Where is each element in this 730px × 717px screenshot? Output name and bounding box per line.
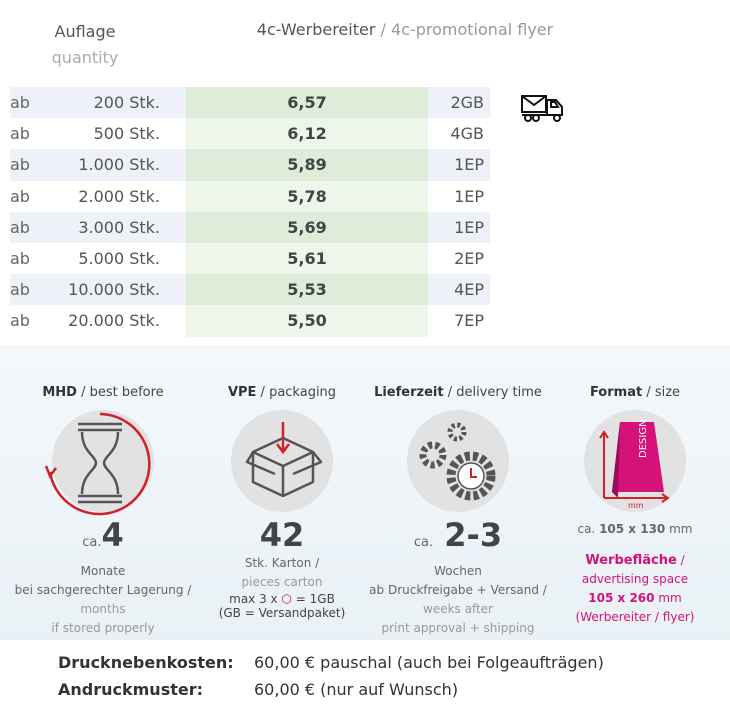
vpe-column: VPE / packaging 42 Stk. Karton / pieces … xyxy=(192,383,372,620)
cell-price: 5,78 xyxy=(186,180,428,212)
cell-unit: 2EP xyxy=(454,249,484,269)
svg-text:mm: mm xyxy=(628,501,644,510)
cell-unit: 1EP xyxy=(454,186,484,206)
mhd-unit-en: months xyxy=(80,602,126,616)
vpe-unit-en: pieces carton xyxy=(241,575,323,589)
mhd-value: 4 xyxy=(101,516,124,554)
cell-qty: 1.000 Stk. xyxy=(50,149,186,181)
cell-unit: 4EP xyxy=(428,274,490,306)
cell-unit: 1EP xyxy=(428,149,490,181)
cell-price: 5,69 xyxy=(186,211,428,243)
delivery-column: Lieferzeit / delivery time ca. 2-3 Woche… xyxy=(368,383,548,638)
flyer-format-icon: DESIGN mm xyxy=(584,410,686,512)
delivery-unit-en: weeks after xyxy=(423,602,493,616)
cell-unit: 2GB xyxy=(428,87,490,119)
cell-ab: ab xyxy=(10,149,50,181)
svg-text:DESIGN: DESIGN xyxy=(638,419,649,458)
vpe-value: 42 xyxy=(259,516,305,554)
delivery-note: ab Druckfreigabe + Versand / xyxy=(369,583,547,597)
table-row: ab 200 Stk. 6,57 2GB xyxy=(10,87,490,119)
delivery-unit: Wochen xyxy=(434,564,482,578)
cell-qty: 3.000 Stk. xyxy=(50,211,186,243)
adv-space-label-en: advertising space xyxy=(581,572,689,586)
format-size: ca. 105 x 130 mm xyxy=(577,522,693,536)
cell-ab: ab xyxy=(10,249,30,269)
table-row: ab 1.000 Stk. 5,89 1EP xyxy=(10,149,490,181)
title-de: 4c-Werbereiter xyxy=(256,20,376,39)
hourglass-icon xyxy=(44,410,154,516)
box-icon xyxy=(231,410,333,512)
cell-price: 5,53 xyxy=(186,274,428,306)
adv-space-note: (Werbereiter / flyer) xyxy=(575,610,695,624)
cell-qty: 2.000 Stk. xyxy=(78,186,160,206)
mhd-heading: MHD / best before xyxy=(42,385,164,400)
adv-space-label: Werbefläche xyxy=(585,553,677,568)
mhd-column: MHD / best before ca.4 Monate bei sachge… xyxy=(13,383,193,638)
cell-ab: ab xyxy=(10,311,30,331)
cell-unit: 4GB xyxy=(450,124,484,144)
cell-ab: ab xyxy=(10,186,30,206)
gears-clock-icon xyxy=(407,410,509,512)
mhd-unit: Monate xyxy=(80,564,126,578)
title-sep: / xyxy=(375,20,391,39)
footer-line-print-costs: Drucknebenkosten: 60,00 € pauschal (auch … xyxy=(58,653,604,672)
vpe-heading: VPE / packaging xyxy=(227,385,337,400)
cell-ab: ab xyxy=(10,211,50,243)
table-row: ab 10.000 Stk. 5,53 4EP xyxy=(10,274,490,306)
quantity-header-de: Auflage xyxy=(54,22,116,41)
cell-unit: 1EP xyxy=(428,211,490,243)
footer-line-proof: Andruckmuster: 60,00 € (nur auf Wunsch) xyxy=(58,680,459,699)
mhd-note-en: if stored properly xyxy=(51,621,155,635)
cell-qty: 500 Stk. xyxy=(93,124,160,144)
format-column: Format / size DESIGN mm ca. 105 x 130 mm … xyxy=(545,383,725,627)
delivery-heading: Lieferzeit / delivery time xyxy=(374,385,542,400)
format-heading: Format / size xyxy=(589,385,681,400)
mhd-note: bei sachgerechter Lagerung / xyxy=(14,583,192,597)
delivery-note-en: print approval + shipping xyxy=(381,621,535,635)
mail-truck-icon xyxy=(520,92,570,128)
table-row: ab 20.000 Stk. 5,50 7EP xyxy=(10,305,490,337)
delivery-value: 2-3 xyxy=(444,516,503,554)
cell-price: 5,50 xyxy=(186,305,428,337)
cell-price: 6,12 xyxy=(186,118,428,150)
cell-qty: 5.000 Stk. xyxy=(78,249,160,269)
adv-space-size: 105 x 260 mm xyxy=(588,591,682,605)
product-title: 4c-Werbereiter / 4c-promotional flyer xyxy=(180,20,630,39)
cell-price: 5,89 xyxy=(186,149,428,181)
cell-qty: 10.000 Stk. xyxy=(50,274,186,306)
cell-unit: 7EP xyxy=(454,311,484,331)
cell-price: 5,61 xyxy=(186,242,428,275)
table-row: ab 2.000 Stk. 5,78 1EP xyxy=(10,180,490,212)
cell-price: 6,57 xyxy=(186,87,428,119)
cell-ab: ab xyxy=(10,87,50,119)
table-row: ab 3.000 Stk. 5,69 1EP xyxy=(10,211,490,243)
vpe-gb-note: (GB = Versandpaket) xyxy=(218,606,346,620)
cell-qty: 200 Stk. xyxy=(50,87,186,119)
cell-ab: ab xyxy=(10,274,50,306)
cell-qty: 20.000 Stk. xyxy=(68,311,160,331)
price-table: ab 200 Stk. 6,57 2GB ab 500 Stk. 6,12 4GB ab 1.00… xyxy=(10,87,490,337)
vpe-unit: Stk. Karton / xyxy=(244,556,320,570)
table-row: ab 5.000 Stk. 5,61 2EP xyxy=(10,242,490,275)
small-box-icon: ⬡ xyxy=(281,592,292,606)
title-en: 4c-promotional flyer xyxy=(390,20,554,39)
quantity-header-en: quantity xyxy=(51,48,119,67)
table-row: ab 500 Stk. 6,12 4GB xyxy=(10,118,490,150)
cell-ab: ab xyxy=(10,124,30,144)
